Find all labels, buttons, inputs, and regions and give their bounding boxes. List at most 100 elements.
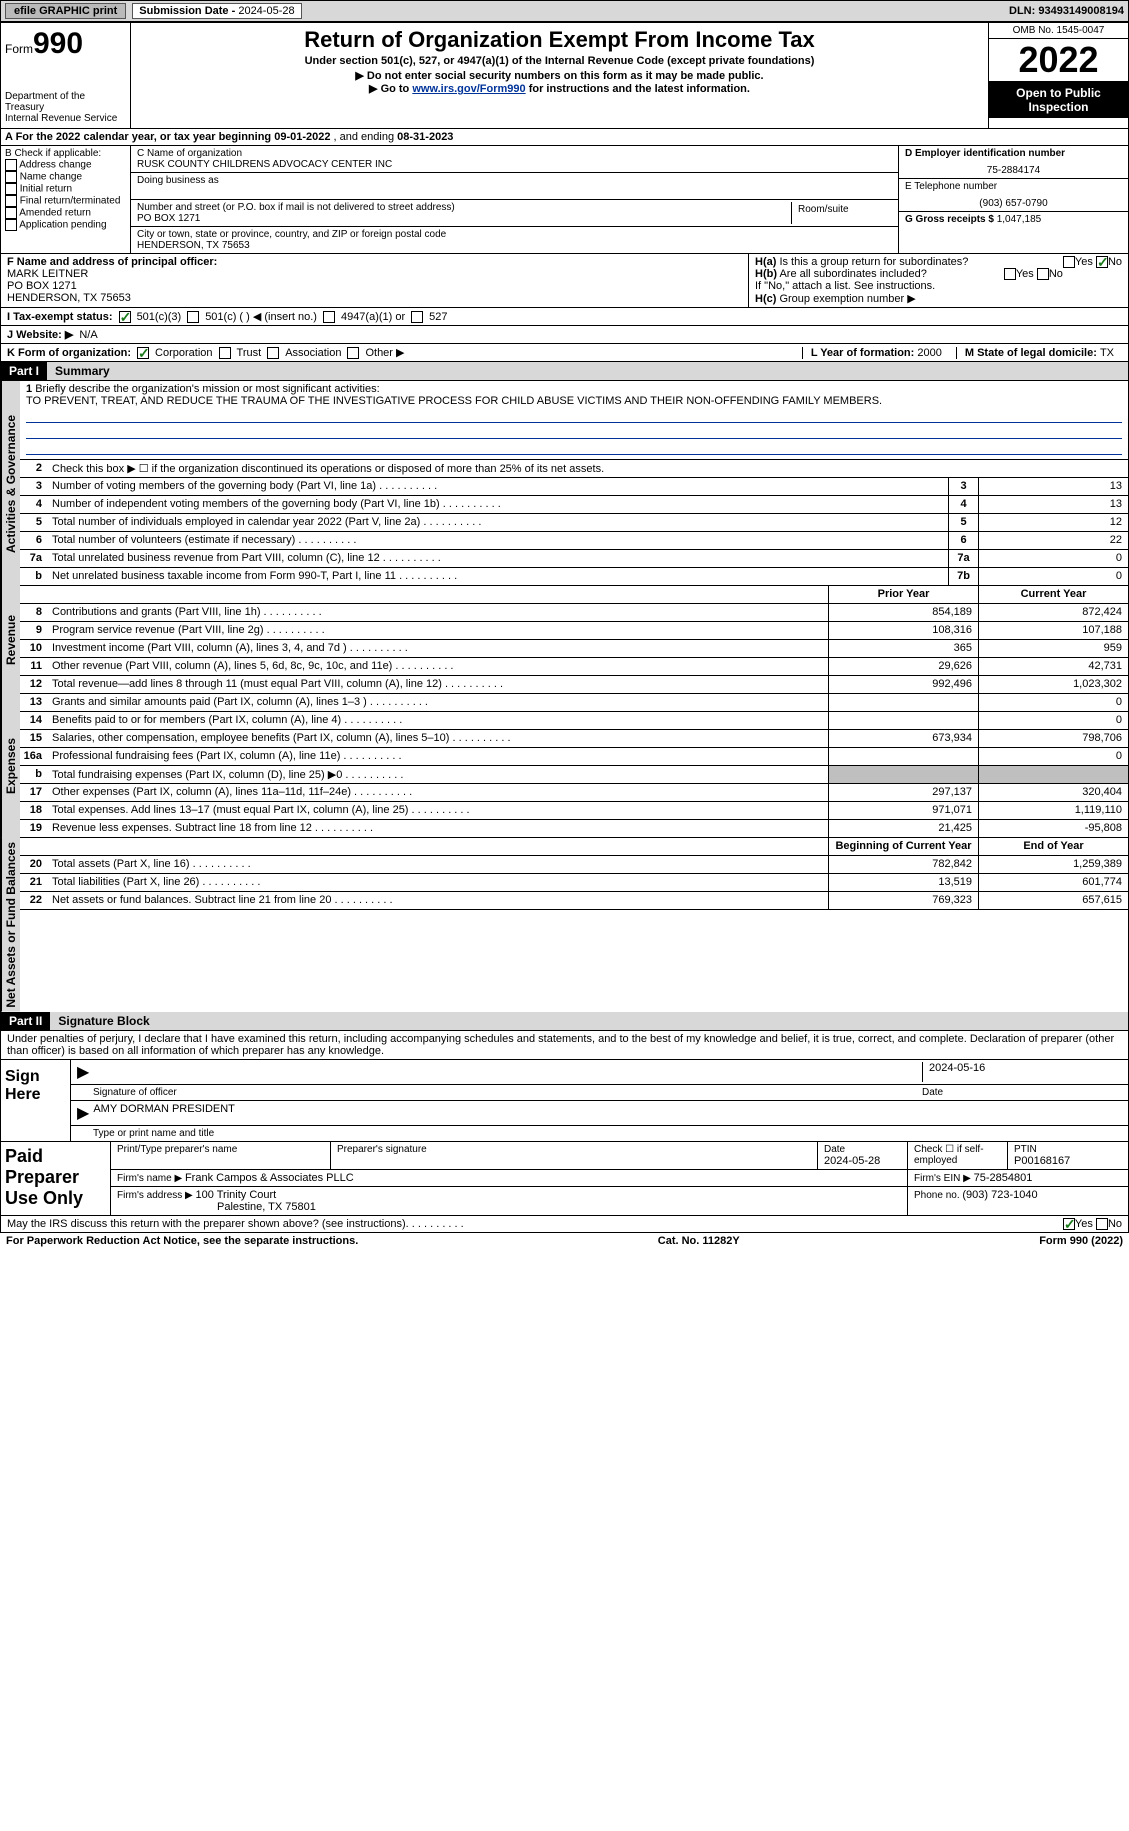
open-to-public: Open to Public Inspection bbox=[989, 82, 1128, 118]
paid-preparer: Paid Preparer Use Only Print/Type prepar… bbox=[0, 1142, 1129, 1216]
row-a-tax-year: A For the 2022 calendar year, or tax yea… bbox=[0, 129, 1129, 146]
na-header: Beginning of Current Year End of Year bbox=[20, 838, 1128, 856]
form-title: Return of Organization Exempt From Incom… bbox=[135, 27, 984, 53]
city-cell: City or town, state or province, country… bbox=[131, 227, 898, 253]
row-i: I Tax-exempt status: 501(c)(3) 501(c) ( … bbox=[0, 308, 1129, 326]
chk-name: Name change bbox=[5, 171, 126, 183]
addr-cell: Number and street (or P.O. box if mail i… bbox=[131, 200, 898, 227]
chk-amended: Amended return bbox=[5, 207, 126, 219]
discuss-row: May the IRS discuss this return with the… bbox=[0, 1216, 1129, 1233]
dln: DLN: 93493149008194 bbox=[1009, 5, 1124, 17]
sign-here: Sign Here ▶ 2024-05-16 Signature of offi… bbox=[0, 1060, 1129, 1142]
chk-4947[interactable] bbox=[323, 311, 335, 323]
irs-link[interactable]: www.irs.gov/Form990 bbox=[412, 83, 525, 95]
form-header: Form990 Department of the Treasury Inter… bbox=[0, 22, 1129, 129]
rev-header: Prior Year Current Year bbox=[20, 586, 1128, 604]
tax-year: 2022 bbox=[989, 39, 1128, 82]
section-bcd: B Check if applicable: Address change Na… bbox=[0, 146, 1129, 254]
chk-address: Address change bbox=[5, 159, 126, 171]
line-20: 20Total assets (Part X, line 16)782,8421… bbox=[20, 856, 1128, 874]
col-b: B Check if applicable: Address change Na… bbox=[1, 146, 131, 253]
hc-row: H(c) Group exemption number ▶ bbox=[755, 292, 1122, 305]
sig-labels: Signature of officer Date bbox=[71, 1085, 1128, 1101]
form-number: Form990 bbox=[5, 27, 126, 61]
expenses-section: Expenses 13Grants and similar amounts pa… bbox=[0, 694, 1129, 838]
submission-date: Submission Date - 2024-05-28 bbox=[132, 3, 301, 19]
state-domicile: M State of legal domicile: TX bbox=[956, 347, 1122, 359]
vtab-exp: Expenses bbox=[1, 694, 20, 838]
header-mid: Return of Organization Exempt From Incom… bbox=[131, 23, 988, 128]
irs-label: Internal Revenue Service bbox=[5, 113, 126, 124]
vtab-na: Net Assets or Fund Balances bbox=[1, 838, 20, 1012]
efile-print-button[interactable]: efile GRAPHIC print bbox=[5, 3, 126, 19]
year-formation: L Year of formation: 2000 bbox=[802, 347, 950, 359]
col-b-title: B Check if applicable: bbox=[5, 148, 126, 159]
part2-header: Part II Signature Block bbox=[0, 1012, 1129, 1031]
net-assets-section: Net Assets or Fund Balances Beginning of… bbox=[0, 838, 1129, 1012]
line-b: bTotal fundraising expenses (Part IX, co… bbox=[20, 766, 1128, 784]
dba-cell: Doing business as bbox=[131, 173, 898, 200]
footer: For Paperwork Reduction Act Notice, see … bbox=[0, 1233, 1129, 1249]
sig-name-row: ▶AMY DORMAN PRESIDENT bbox=[71, 1101, 1128, 1126]
col-h: H(a) Is this a group return for subordin… bbox=[748, 254, 1128, 307]
vtab-rev: Revenue bbox=[1, 586, 20, 694]
ha-row: H(a) Is this a group return for subordin… bbox=[755, 256, 1122, 268]
col-d: D Employer identification number 75-2884… bbox=[898, 146, 1128, 253]
header-left: Form990 Department of the Treasury Inter… bbox=[1, 23, 131, 128]
line-15: 15Salaries, other compensation, employee… bbox=[20, 730, 1128, 748]
gross-receipts-cell: G Gross receipts $ 1,047,185 bbox=[899, 212, 1128, 227]
discuss-no[interactable] bbox=[1096, 1218, 1108, 1230]
line-b: bNet unrelated business taxable income f… bbox=[20, 568, 1128, 586]
discuss-yes[interactable] bbox=[1063, 1218, 1075, 1230]
chk-trust[interactable] bbox=[219, 347, 231, 359]
line-19: 19Revenue less expenses. Subtract line 1… bbox=[20, 820, 1128, 838]
col-c: C Name of organization RUSK COUNTY CHILD… bbox=[131, 146, 898, 253]
sig-date-row: ▶ 2024-05-16 bbox=[71, 1060, 1128, 1085]
line-22: 22Net assets or fund balances. Subtract … bbox=[20, 892, 1128, 910]
chk-527[interactable] bbox=[411, 311, 423, 323]
header-subtitle-3: ▶ Go to www.irs.gov/Form990 for instruct… bbox=[135, 82, 984, 95]
line-11: 11Other revenue (Part VIII, column (A), … bbox=[20, 658, 1128, 676]
chk-pending: Application pending bbox=[5, 219, 126, 231]
line-3: 3Number of voting members of the governi… bbox=[20, 478, 1128, 496]
line-18: 18Total expenses. Add lines 13–17 (must … bbox=[20, 802, 1128, 820]
line-6: 6Total number of volunteers (estimate if… bbox=[20, 532, 1128, 550]
line-16a: 16aProfessional fundraising fees (Part I… bbox=[20, 748, 1128, 766]
line-17: 17Other expenses (Part IX, column (A), l… bbox=[20, 784, 1128, 802]
chk-other[interactable] bbox=[347, 347, 359, 359]
row-j: J Website: ▶ N/A bbox=[0, 326, 1129, 344]
penalty-text: Under penalties of perjury, I declare th… bbox=[0, 1031, 1129, 1060]
topbar: efile GRAPHIC print Submission Date - 20… bbox=[0, 0, 1129, 22]
col-f: F Name and address of principal officer:… bbox=[1, 254, 748, 307]
vtab-ag: Activities & Governance bbox=[1, 381, 20, 586]
line-4: 4Number of independent voting members of… bbox=[20, 496, 1128, 514]
revenue-section: Revenue Prior Year Current Year 8Contrib… bbox=[0, 586, 1129, 694]
chk-corp[interactable] bbox=[137, 347, 149, 359]
chk-501c[interactable] bbox=[187, 311, 199, 323]
org-name-cell: C Name of organization RUSK COUNTY CHILD… bbox=[131, 146, 898, 173]
activities-governance: Activities & Governance 1 Briefly descri… bbox=[0, 381, 1129, 586]
chk-501c3[interactable] bbox=[119, 311, 131, 323]
chk-initial: Initial return bbox=[5, 183, 126, 195]
line-13: 13Grants and similar amounts paid (Part … bbox=[20, 694, 1128, 712]
line-9: 9Program service revenue (Part VIII, lin… bbox=[20, 622, 1128, 640]
section-fh: F Name and address of principal officer:… bbox=[0, 254, 1129, 308]
line-14: 14Benefits paid to or for members (Part … bbox=[20, 712, 1128, 730]
chk-final: Final return/terminated bbox=[5, 195, 126, 207]
line-10: 10Investment income (Part VIII, column (… bbox=[20, 640, 1128, 658]
dept-treasury: Department of the Treasury bbox=[5, 91, 126, 113]
header-subtitle-1: Under section 501(c), 527, or 4947(a)(1)… bbox=[135, 55, 984, 67]
header-right: OMB No. 1545-0047 2022 Open to Public In… bbox=[988, 23, 1128, 128]
line-2: 2Check this box ▶ ☐ if the organization … bbox=[20, 460, 1128, 478]
line-12: 12Total revenue—add lines 8 through 11 (… bbox=[20, 676, 1128, 694]
chk-assoc[interactable] bbox=[267, 347, 279, 359]
hb-row: H(b) Are all subordinates included? Yes … bbox=[755, 268, 1122, 280]
line-7a: 7aTotal unrelated business revenue from … bbox=[20, 550, 1128, 568]
row-klm: K Form of organization: Corporation Trus… bbox=[0, 344, 1129, 362]
part1-header: Part I Summary bbox=[0, 362, 1129, 381]
header-subtitle-2: ▶ Do not enter social security numbers o… bbox=[135, 69, 984, 82]
phone-cell: E Telephone number (903) 657-0790 bbox=[899, 179, 1128, 212]
line-8: 8Contributions and grants (Part VIII, li… bbox=[20, 604, 1128, 622]
omb-number: OMB No. 1545-0047 bbox=[989, 23, 1128, 39]
hb-note: If "No," attach a list. See instructions… bbox=[755, 280, 1122, 292]
